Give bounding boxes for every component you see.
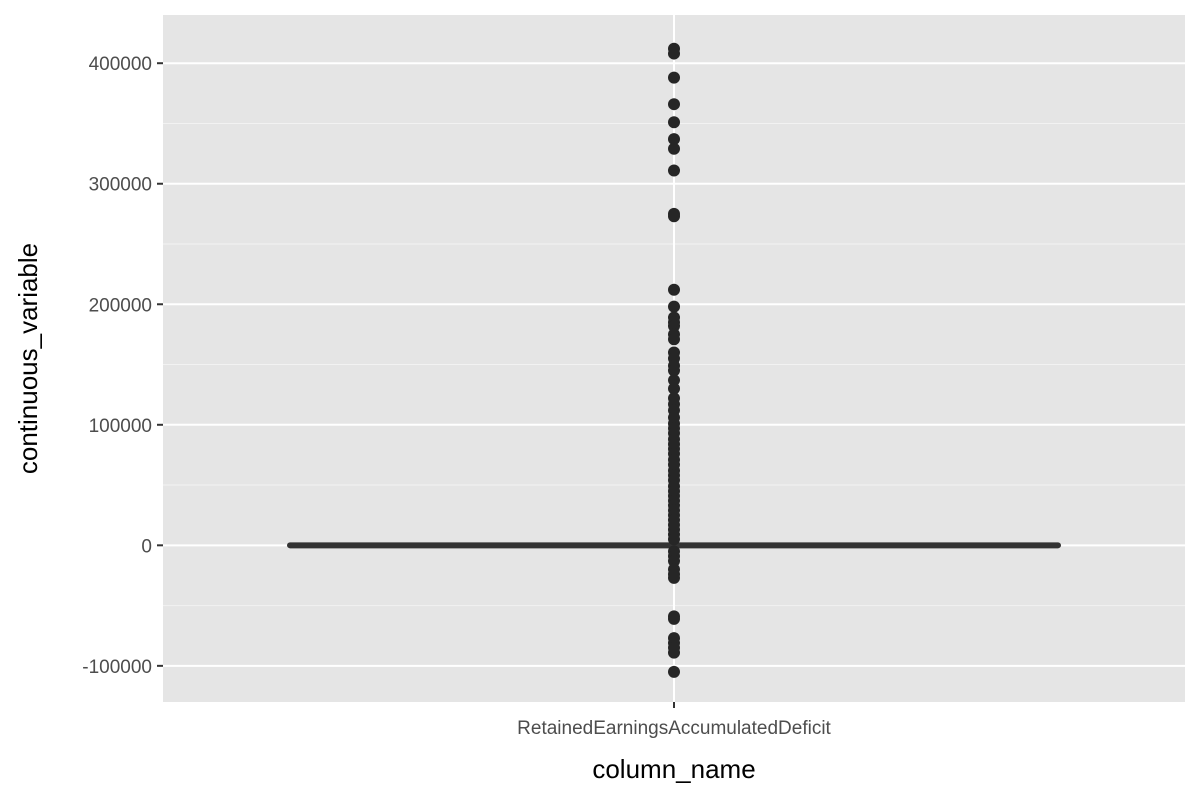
y-tick-label: -100000 (82, 657, 152, 678)
y-tick-label: 0 (141, 536, 152, 557)
outlier-point (668, 319, 680, 332)
outlier-point (668, 533, 680, 546)
y-tick-label: 400000 (89, 54, 152, 75)
outlier-point (668, 612, 680, 625)
y-axis-title: continuous_variable (13, 243, 43, 474)
y-axis: -100000 0 100000 200000 300000 400000 (82, 54, 163, 678)
outlier-point (668, 374, 680, 387)
outlier-point (668, 364, 680, 377)
outlier-point (668, 47, 680, 60)
outlier-point (668, 133, 680, 146)
outlier-point (668, 571, 680, 584)
y-tick-label: 300000 (89, 175, 152, 196)
outlier-point (668, 142, 680, 155)
outlier-point (668, 98, 680, 111)
outlier-point (668, 116, 680, 129)
outlier-point (668, 333, 680, 346)
outlier-point (668, 300, 680, 313)
x-tick-label: RetainedEarningsAccumulatedDeficit (517, 718, 831, 739)
y-tick-label: 100000 (89, 416, 152, 437)
outlier-point (668, 210, 680, 223)
outlier-point (668, 382, 680, 395)
outlier-point (668, 554, 680, 567)
outlier-point (668, 164, 680, 177)
outlier-point (668, 646, 680, 659)
x-axis-title: column_name (592, 754, 755, 784)
outlier-point (668, 665, 680, 678)
outlier-points (668, 42, 680, 678)
x-axis: RetainedEarningsAccumulatedDeficit (517, 702, 832, 739)
y-tick-label: 200000 (89, 295, 152, 316)
outlier-point (668, 283, 680, 296)
outlier-point (668, 71, 680, 84)
